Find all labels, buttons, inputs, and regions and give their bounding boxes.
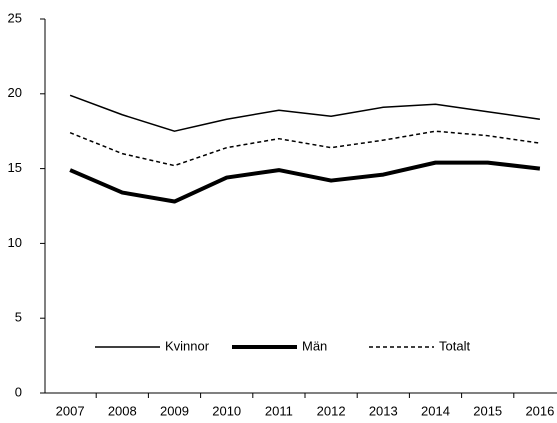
x-tick-label: 2008 — [108, 403, 137, 418]
y-tick-label: 0 — [15, 384, 22, 399]
x-tick-label: 2016 — [525, 403, 554, 418]
series-line — [69, 160, 541, 204]
y-tick-label: 10 — [8, 235, 22, 250]
x-tick-label: 2013 — [369, 403, 398, 418]
y-tick-label: 25 — [8, 10, 22, 25]
legend-label: Män — [302, 338, 327, 353]
y-tick-label: 5 — [15, 310, 22, 325]
legend-label: Totalt — [439, 338, 470, 353]
legend-label: Kvinnor — [165, 338, 210, 353]
x-tick-label: 2012 — [317, 403, 346, 418]
x-tick-label: 2014 — [421, 403, 450, 418]
x-tick-label: 2015 — [473, 403, 502, 418]
x-tick-label: 2007 — [56, 403, 85, 418]
series-line — [69, 130, 541, 167]
y-tick-label: 15 — [8, 160, 22, 175]
x-tick-label: 2010 — [212, 403, 241, 418]
y-tick-label: 20 — [8, 85, 22, 100]
x-tick-label: 2011 — [265, 403, 293, 418]
x-tick-label: 2009 — [160, 403, 189, 418]
series-line — [69, 94, 541, 132]
